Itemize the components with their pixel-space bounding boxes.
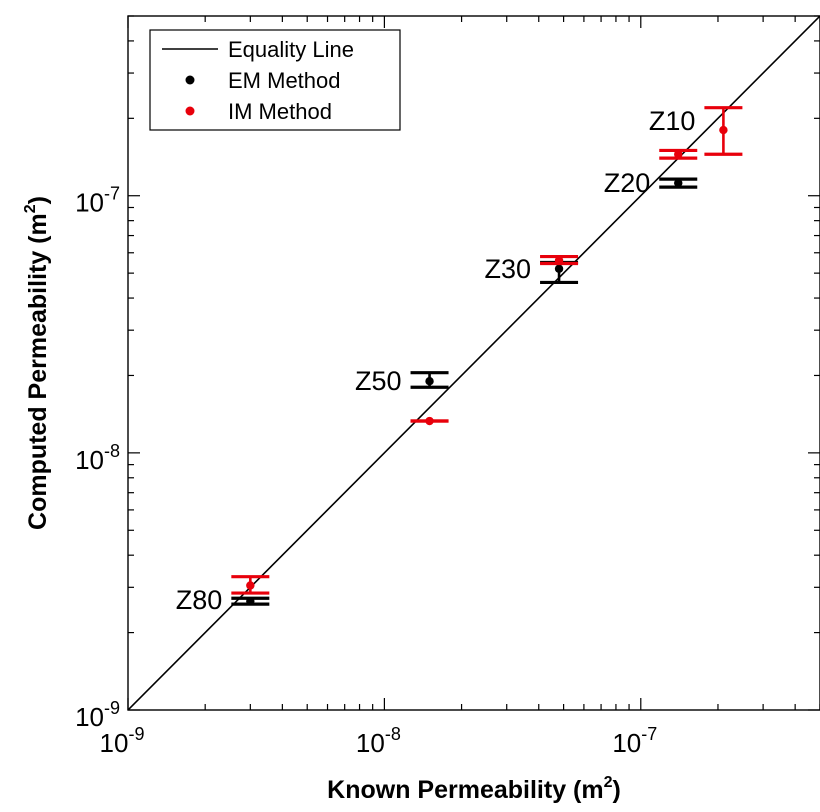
data-point	[674, 150, 683, 159]
legend-item-em-method: EM Method	[185, 68, 341, 93]
legend-label: Equality Line	[228, 37, 354, 62]
data-point	[719, 125, 728, 135]
x-tick-label: 10-8	[356, 724, 401, 758]
legend-label: IM Method	[228, 99, 332, 124]
data-point	[246, 581, 255, 590]
series-em-method	[231, 177, 698, 606]
data-point	[554, 256, 564, 265]
legend-marker-swatch	[185, 106, 195, 116]
plot-area	[128, 16, 820, 710]
point-label-z20: Z20	[604, 168, 651, 198]
legend-marker-swatch	[185, 75, 195, 85]
y-tick-label: 10-9	[75, 698, 120, 732]
data-point	[674, 178, 683, 188]
plot-frame	[127, 15, 820, 711]
data-point	[425, 416, 434, 426]
point-label-z80: Z80	[176, 585, 223, 615]
point-label-z30: Z30	[485, 254, 532, 284]
y-axis-title: Computed Permeability (m2)	[22, 196, 52, 530]
legend-item-im-method: IM Method	[185, 99, 332, 124]
x-tick-label: 10-9	[100, 724, 145, 758]
data-point	[246, 596, 255, 606]
x-axis-title: Known Permeability (m2)	[327, 774, 621, 804]
point-label-z10: Z10	[649, 106, 696, 136]
y-tick-label: 10-8	[75, 441, 120, 475]
x-tick-label: 10-7	[612, 724, 657, 758]
point-label-z50: Z50	[355, 366, 402, 396]
y-tick-label: 10-7	[75, 184, 120, 218]
legend-item-equality-line: Equality Line	[162, 37, 354, 62]
data-point	[425, 376, 434, 386]
data-point	[554, 264, 564, 273]
series-im-method	[231, 106, 743, 595]
legend-label: EM Method	[228, 68, 341, 93]
